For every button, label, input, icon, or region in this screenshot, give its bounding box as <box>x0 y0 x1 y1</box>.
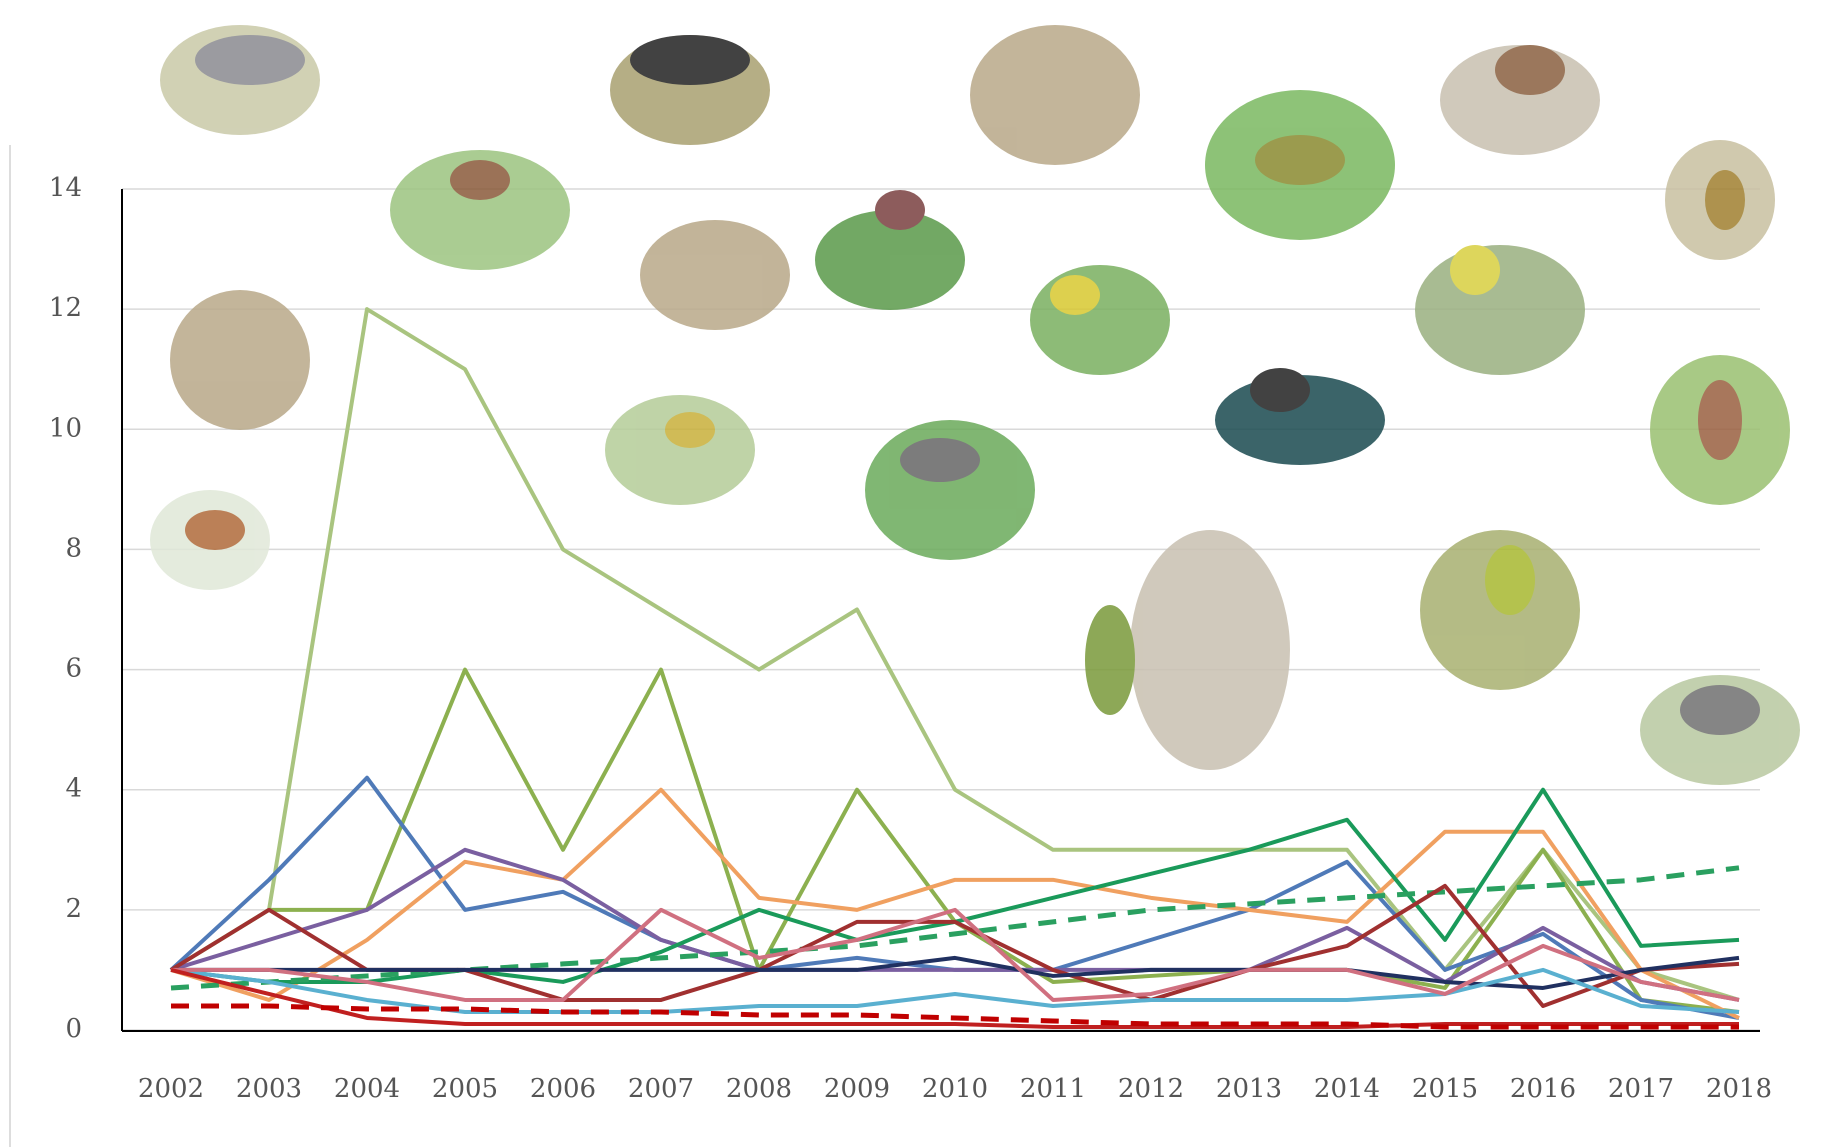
x-tick-label: 2016 <box>1510 1074 1576 1104</box>
y-tick-label: 6 <box>65 654 82 684</box>
bird-illustration <box>1420 530 1580 690</box>
series-line <box>171 955 1740 990</box>
x-tick-label: 2007 <box>628 1074 694 1104</box>
bird-illustrations <box>150 25 1800 785</box>
series-line <box>170 865 1740 991</box>
x-tick-label: 2014 <box>1314 1074 1380 1104</box>
x-tick-label: 2005 <box>432 1074 498 1104</box>
bird-illustration <box>1215 368 1385 465</box>
series-line <box>170 967 1740 1014</box>
x-tick-label: 2018 <box>1706 1074 1772 1104</box>
series-line <box>170 967 1739 1029</box>
series-line <box>170 787 1740 1020</box>
bird-illustration <box>865 420 1035 560</box>
y-tick-label: 4 <box>65 774 82 804</box>
series-line <box>169 307 1740 1002</box>
series-line <box>171 907 1740 1002</box>
bird-illustration <box>1650 355 1790 505</box>
bird-illustration <box>170 290 310 430</box>
bird-illustration <box>150 490 270 590</box>
bird-illustration <box>1665 140 1775 260</box>
bird-illustration <box>1440 45 1600 155</box>
x-tick-label: 2004 <box>334 1074 400 1104</box>
x-tick-label: 2003 <box>236 1074 302 1104</box>
bird-illustration <box>640 220 790 330</box>
y-tick-label: 8 <box>65 533 82 563</box>
x-tick-label: 2006 <box>530 1074 596 1104</box>
bird-illustration <box>1030 265 1170 375</box>
x-tick-label: 2010 <box>922 1074 988 1104</box>
bird-illustration <box>1085 530 1290 770</box>
x-tick-label: 2017 <box>1608 1074 1674 1104</box>
x-tick-label: 2015 <box>1412 1074 1478 1104</box>
bird-illustration <box>1205 90 1395 240</box>
bird-illustration <box>815 190 965 310</box>
y-tick-label: 12 <box>49 293 82 323</box>
x-tick-label: 2011 <box>1020 1074 1086 1104</box>
x-tick-label: 2012 <box>1118 1074 1184 1104</box>
x-tick-label: 2009 <box>824 1074 890 1104</box>
bird-illustration <box>160 25 320 135</box>
y-tick-label: 2 <box>65 894 82 924</box>
y-tick-label: 10 <box>49 413 82 443</box>
y-tick-label: 14 <box>49 173 82 203</box>
bird-illustration <box>970 25 1140 165</box>
bird-illustration <box>390 150 570 270</box>
bird-illustration <box>610 35 770 145</box>
x-tick-label: 2002 <box>138 1074 204 1104</box>
bird-illustration <box>605 395 755 505</box>
x-tick-label: 2013 <box>1216 1074 1282 1104</box>
bird-illustration <box>1415 245 1585 375</box>
series-line <box>170 847 1740 1002</box>
series-line <box>171 1003 1739 1030</box>
y-tick-label: 0 <box>65 1014 82 1044</box>
bird-illustration <box>1640 675 1800 785</box>
x-tick-label: 2008 <box>726 1074 792 1104</box>
